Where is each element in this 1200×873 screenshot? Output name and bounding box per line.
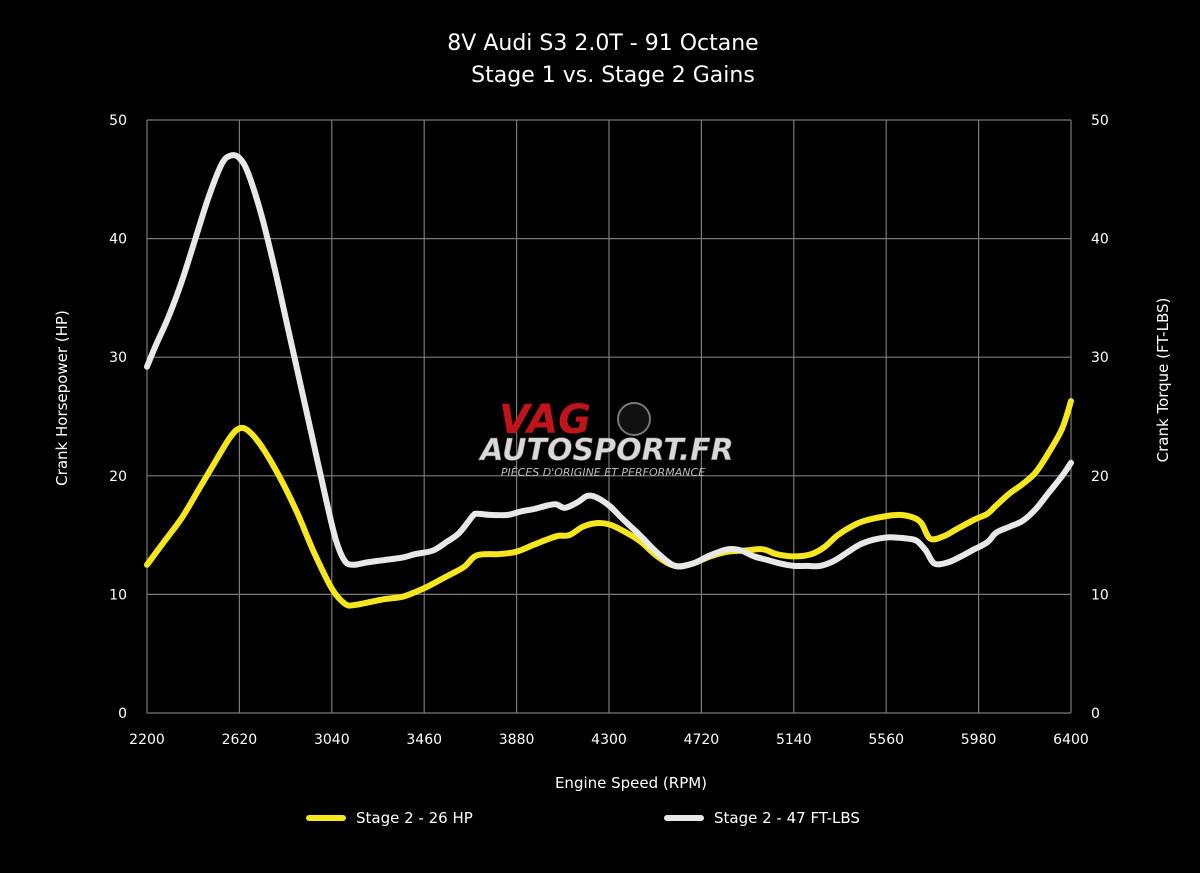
grid xyxy=(146,119,1072,714)
y-axis-label-right: Crank Torque (FT-LBS) xyxy=(1154,298,1172,463)
x-tick-label: 6400 xyxy=(1053,732,1089,748)
x-tick-label: 5140 xyxy=(776,732,812,748)
y-right-tick-label: 50 xyxy=(1091,113,1109,129)
x-tick-label: 2200 xyxy=(129,732,165,748)
x-tick-label: 5980 xyxy=(961,732,997,748)
logo-brand-top: VAG xyxy=(499,397,591,443)
y-left-tick-label: 30 xyxy=(109,350,127,366)
x-tick-labels: 2200 2620 3040 3460 3880 4300 4720 5140 5560 5980… xyxy=(129,732,1089,748)
legend-label-hp: Stage 2 - 26 HP xyxy=(356,809,473,827)
y-left-tick-label: 10 xyxy=(109,587,127,603)
y-right-tick-label: 40 xyxy=(1091,232,1109,248)
legend-item-hp: Stage 2 - 26 HP xyxy=(306,809,473,827)
chart-title: 8V Audi S3 2.0T - 91 Octane xyxy=(447,31,758,56)
x-tick-label: 4720 xyxy=(684,732,720,748)
x-axis-label: Engine Speed (RPM) xyxy=(555,774,707,792)
logo-mask-icon xyxy=(617,402,651,436)
vag-autosport-logo: VAG AUTOSPORT.FR PIÈCES D'ORIGINE ET PER… xyxy=(478,397,734,479)
legend: Stage 2 - 26 HP Stage 2 - 47 FT-LBS xyxy=(306,809,860,827)
x-tick-label: 4300 xyxy=(591,732,627,748)
y-left-tick-label: 40 xyxy=(109,232,127,248)
x-tick-label: 3040 xyxy=(314,732,350,748)
chart-subtitle: Stage 1 vs. Stage 2 Gains xyxy=(471,63,755,88)
y-right-tick-label: 20 xyxy=(1091,469,1109,485)
y-left-tick-label: 20 xyxy=(109,469,127,485)
y-left-tick-label: 0 xyxy=(118,706,127,722)
series-layer xyxy=(144,152,1074,609)
x-tick-label: 5560 xyxy=(868,732,904,748)
y-left-tick-label: 50 xyxy=(109,113,127,129)
y-right-tick-label: 10 xyxy=(1091,587,1109,603)
logo-tagline: PIÈCES D'ORIGINE ET PERFORMANCE xyxy=(501,466,705,479)
y-left-tick-labels: 0 10 20 30 40 50 xyxy=(109,113,127,722)
logo-brand-main: AUTOSPORT.FR xyxy=(478,433,733,468)
x-tick-label: 2620 xyxy=(222,732,258,748)
y-right-tick-labels: 0 10 20 30 40 50 xyxy=(1091,113,1109,722)
x-tick-label: 3880 xyxy=(499,732,535,748)
legend-label-torque: Stage 2 - 47 FT-LBS xyxy=(714,809,860,827)
y-right-tick-label: 30 xyxy=(1091,350,1109,366)
x-tick-label: 3460 xyxy=(406,732,442,748)
legend-item-torque: Stage 2 - 47 FT-LBS xyxy=(664,809,860,827)
y-axis-label-left: Crank Horsepower (HP) xyxy=(53,310,71,486)
series-line-torque xyxy=(144,152,1074,570)
series-line-hp xyxy=(144,398,1074,609)
y-right-tick-label: 0 xyxy=(1091,706,1100,722)
